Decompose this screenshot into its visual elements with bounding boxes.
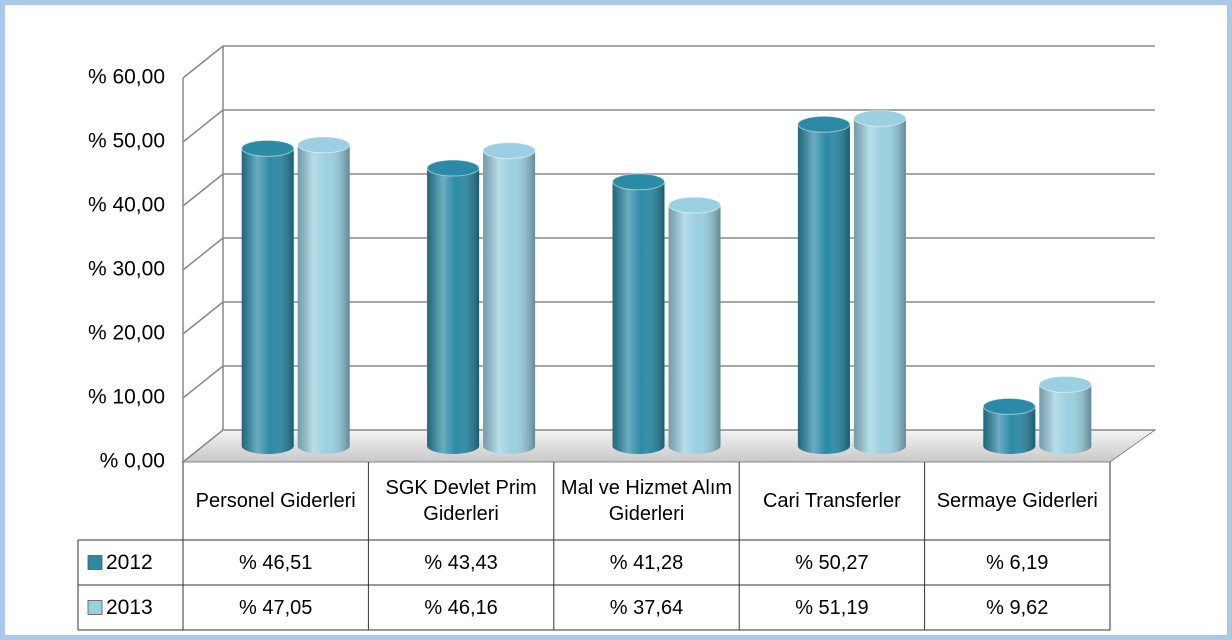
data-label-box: % 9,62: [986, 596, 1049, 619]
bar-shade: [483, 150, 536, 447]
bar: [612, 173, 665, 454]
legend-label: 2012: [106, 551, 153, 574]
bar-bottom-shade: [797, 438, 850, 454]
data-label-box: % 46,51: [239, 551, 313, 574]
bar: [297, 136, 351, 454]
bar-shade: [668, 205, 721, 446]
y-tick-label: % 30,00: [88, 258, 165, 281]
data-label: % 46,16: [424, 596, 498, 619]
data-label: % 37,64: [609, 596, 684, 619]
bar: [482, 142, 536, 454]
bar-bottom-shade: [1039, 438, 1092, 454]
y-tick-label: % 0,00: [100, 450, 165, 473]
bar-bottom-shade: [241, 438, 294, 454]
bar: [668, 196, 721, 454]
data-label-box: % 47,05: [239, 596, 313, 619]
bar-shade: [241, 148, 294, 446]
bar-bottom-shade: [483, 438, 536, 454]
legend-key: [87, 555, 103, 570]
bar: [1038, 375, 1092, 454]
bar: [241, 139, 295, 454]
legend-label: 2013: [106, 596, 153, 619]
x-tick-label-box: Sermaye Giderleri: [936, 490, 1098, 512]
bar-bottom-shade: [853, 438, 906, 454]
x-tick-label: Sermaye Giderleri: [936, 490, 1098, 512]
data-label: % 43,43: [424, 551, 498, 574]
x-tick-label-box: Mal ve Hizmet Alım Giderleri: [560, 477, 733, 525]
bar-top: [853, 109, 907, 127]
bar-bottom-shade: [983, 438, 1036, 454]
data-label: % 50,27: [795, 551, 869, 574]
y-tick-label: % 50,00: [88, 130, 165, 153]
data-label: % 46,51: [239, 551, 313, 574]
grid-diagonal: [182, 365, 224, 399]
x-tick-label-box: Personel Giderleri: [195, 490, 356, 512]
grid-diagonal: [182, 429, 224, 463]
data-label-box: % 41,28: [609, 551, 684, 574]
chart: % 0,00 % 10,00 % 20,00 % 30,00 % 40,00 % 50,0…: [77, 45, 1157, 631]
data-label-box: % 51,19: [795, 596, 869, 619]
data-label-box: % 43,43: [424, 551, 498, 574]
bar: [797, 115, 851, 454]
data-label-box: % 37,64: [609, 596, 684, 619]
data-label: % 9,62: [986, 596, 1049, 619]
bar-bottom-shade: [427, 438, 480, 454]
bar-bottom-shade: [668, 438, 721, 454]
x-tick-label-box: Cari Transferler: [762, 490, 901, 512]
x-tick-label: Personel Giderleri: [195, 490, 356, 512]
grid-diagonal: [182, 301, 224, 335]
grid-diagonal: [182, 45, 224, 79]
grid-diagonal: [182, 237, 224, 271]
bar-top: [426, 159, 480, 177]
bar: [982, 397, 1036, 454]
x-tick-label: Cari Transferler: [762, 490, 901, 512]
data-label-box: % 46,16: [424, 596, 498, 619]
data-label: % 51,19: [795, 596, 869, 619]
x-tick-label: SGK Devlet Prim Giderleri: [385, 477, 537, 525]
bar-shade: [797, 124, 850, 446]
bar: [426, 159, 480, 454]
bar-shade: [427, 168, 480, 446]
bar: [853, 109, 907, 454]
x-tick-label: Mal ve Hizmet Alım Giderleri: [560, 477, 733, 525]
bar-bottom-shade: [297, 438, 350, 454]
bar-top: [297, 136, 351, 154]
bar-bottom-shade: [612, 438, 665, 454]
data-label-box: % 50,27: [795, 551, 869, 574]
y-tick-label: % 60,00: [88, 66, 165, 89]
grid-diagonal: [182, 109, 224, 143]
bar-top: [797, 115, 851, 133]
legend-key: [87, 600, 103, 615]
bar-shade: [853, 118, 906, 446]
y-tick-label: % 20,00: [88, 322, 165, 345]
data-label-box: % 6,19: [986, 551, 1049, 574]
bar-top: [982, 397, 1036, 415]
bar-shade: [612, 181, 665, 447]
bar-top: [1038, 375, 1092, 393]
grid-diagonal: [182, 173, 224, 207]
y-tick-label: % 10,00: [88, 386, 165, 409]
bar-top: [612, 173, 665, 191]
bar-top: [668, 196, 721, 214]
bar-top: [482, 142, 536, 160]
x-tick-label-box: SGK Devlet Prim Giderleri: [385, 477, 537, 525]
bar-shade: [297, 144, 350, 446]
data-label: % 41,28: [609, 551, 684, 574]
bar-top: [241, 139, 295, 157]
data-label: % 47,05: [239, 596, 313, 619]
data-label: % 6,19: [986, 551, 1049, 574]
bar-shade: [1039, 384, 1092, 446]
y-tick-label: % 40,00: [88, 194, 165, 217]
